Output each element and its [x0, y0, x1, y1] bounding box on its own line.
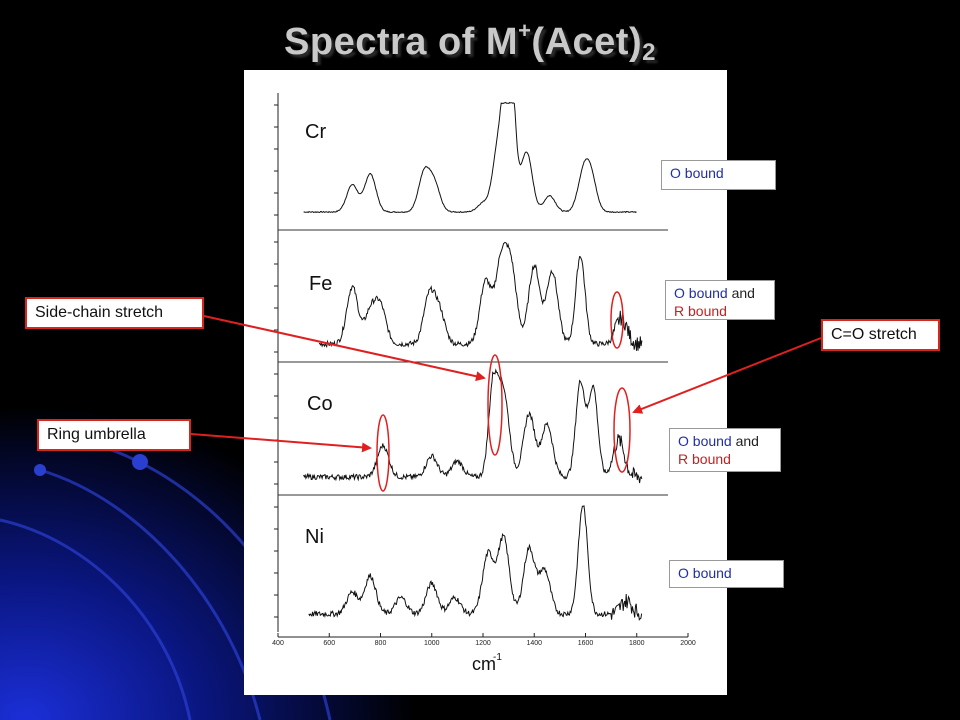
figure-panel: [244, 70, 727, 695]
ellipse-co-co-stretch: [613, 387, 631, 473]
x-tick-label: 600: [323, 640, 335, 647]
ellipse-co-ring-umbrella: [376, 414, 390, 492]
panel-label: Cr: [305, 121, 326, 143]
x-tick-label: 2000: [680, 640, 696, 647]
x-tick-label: 1800: [629, 640, 645, 647]
panel-label: Ni: [305, 526, 324, 548]
annotations: [190, 291, 822, 492]
slide-title: Spectra of M+(Acet)2: [284, 18, 656, 66]
x-tick-label: 400: [272, 640, 284, 647]
spectra-panels: Cr Fe Co Ni: [274, 93, 668, 632]
callout-ring-umbrella: Ring umbrella: [37, 419, 191, 451]
ellipse-co-side-chain: [487, 354, 503, 456]
arrow-ring-umbrella: [190, 433, 372, 453]
panel-ni: Ni: [274, 494, 668, 632]
ellipse-fe-co-stretch: [610, 291, 624, 349]
spectrum-line-ni: [308, 505, 643, 621]
panel-label: Co: [307, 393, 333, 415]
note-co: O bound and R bound: [669, 428, 781, 472]
x-tick-label: 1000: [424, 640, 440, 647]
spectrum-line-fe: [318, 241, 643, 351]
x-axis-label: cm: [472, 654, 496, 674]
x-tick-label: 1200: [475, 640, 491, 647]
panel-label: Fe: [309, 273, 332, 295]
note-ni: O bound: [669, 560, 784, 588]
callout-co-stretch: C=O stretch: [821, 319, 940, 351]
x-tick-label: 1400: [526, 640, 542, 647]
arrow-side-chain: [203, 315, 486, 382]
note-cr: O bound: [661, 160, 776, 190]
callout-side-chain: Side-chain stretch: [25, 297, 204, 329]
panel-co: Co: [274, 361, 668, 495]
spectrum-line-co: [303, 368, 643, 484]
panel-cr: Cr: [274, 93, 637, 230]
x-axis: 400 600 800 1000 1200 1400 1600 1800 2000 cm-1: [272, 633, 696, 674]
x-tick-label: 1600: [578, 640, 594, 647]
spectrum-line-cr: [303, 101, 637, 214]
x-tick-label: 800: [375, 640, 387, 647]
x-axis-label-exponent: -1: [493, 652, 502, 663]
arrow-co-stretch: [632, 337, 822, 414]
note-fe: O bound and R bound: [665, 280, 775, 320]
panel-fe: Fe: [274, 229, 668, 362]
